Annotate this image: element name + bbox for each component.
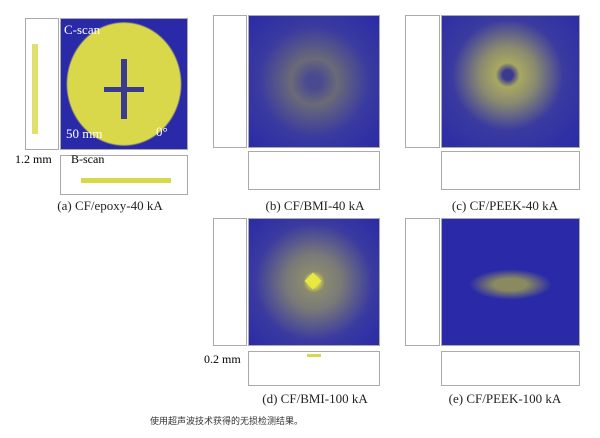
- panel-b-label: (b) CF/BMI-40 kA: [265, 198, 365, 213]
- panel-c-cscan: [441, 15, 580, 148]
- panel-e-cscan: [441, 218, 580, 346]
- panel-c-bscan: [441, 151, 580, 190]
- panel-b-cscan: [248, 15, 380, 148]
- panel-d-label: (d) CF/BMI-100 kA: [262, 391, 368, 406]
- damage-center: [304, 272, 322, 290]
- panel-a-cscan: [60, 18, 188, 150]
- panel-b-bscan: [248, 151, 380, 190]
- panel-d-bscan: [248, 351, 380, 386]
- panel-a-label: (a) CF/epoxy-40 kA: [57, 198, 163, 213]
- panel-d-side-bscan: [213, 218, 247, 346]
- panel-a-scale-label: 1.2 mm: [15, 152, 52, 166]
- panel-a-bscan: [60, 155, 188, 195]
- panel-b-side-bscan: [213, 15, 247, 148]
- panel-d-cscan: [248, 218, 380, 346]
- cscan-label: C-scan: [64, 22, 101, 37]
- panel-a-side-bscan: [25, 18, 59, 150]
- panel-c-side-bscan: [405, 15, 440, 148]
- panel-e-label: (e) CF/PEEK-100 kA: [448, 391, 562, 406]
- panel-e-side-bscan: [405, 218, 440, 346]
- panel-e-bscan: [441, 351, 580, 386]
- figure-caption: 使用超声波技术获得的无损检测结果。: [150, 416, 304, 426]
- damage-cross: [104, 87, 144, 92]
- bscan-label: B-scan: [71, 152, 105, 166]
- panel-c-label: (c) CF/PEEK-40 kA: [451, 198, 559, 213]
- angle-label: 0°: [156, 124, 168, 139]
- panel-d-scale-label: 0.2 mm: [204, 352, 241, 366]
- length-label: 50 mm: [66, 126, 103, 141]
